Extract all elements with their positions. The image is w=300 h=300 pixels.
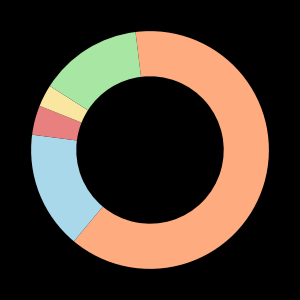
Wedge shape (74, 31, 269, 269)
Wedge shape (31, 135, 103, 241)
Wedge shape (40, 86, 88, 123)
Wedge shape (32, 106, 82, 140)
Wedge shape (50, 32, 141, 110)
